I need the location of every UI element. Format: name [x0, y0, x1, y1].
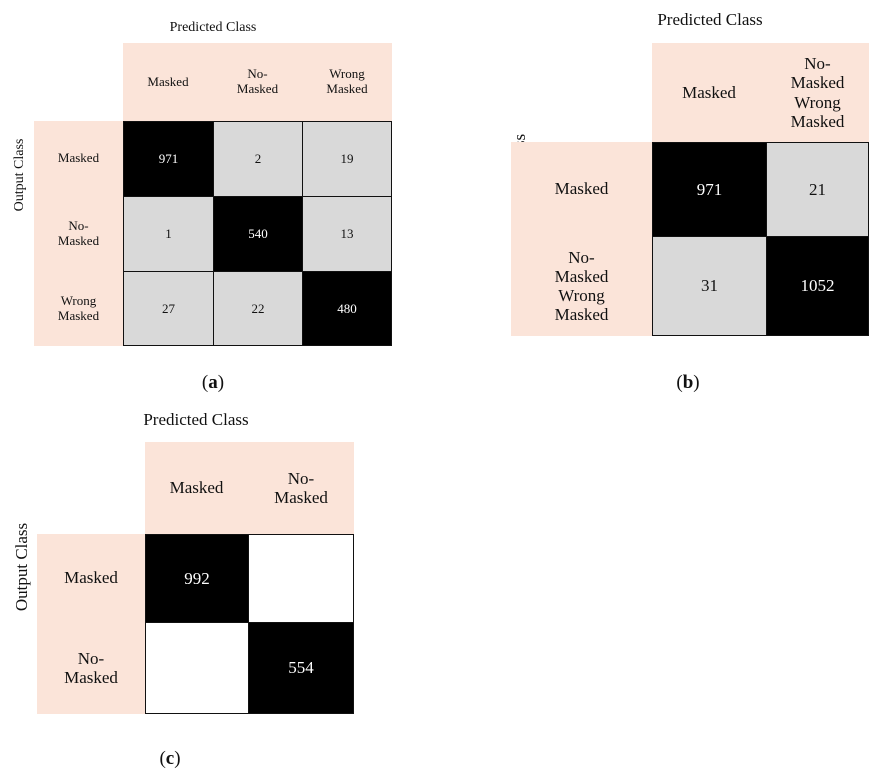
- row-header: No- Masked: [37, 622, 145, 714]
- column-header: Wrong Masked: [302, 43, 392, 121]
- chart-title: Predicted Class: [143, 410, 249, 429]
- y-axis-label: Output Class: [12, 138, 27, 212]
- matrix-cell: 554: [248, 622, 354, 714]
- matrix-cell: 19: [302, 121, 392, 197]
- matrix-cell: 21: [766, 142, 869, 237]
- panel-caption: (a): [201, 372, 225, 393]
- column-header: Masked: [145, 442, 248, 534]
- matrix-cell: 480: [302, 271, 392, 346]
- matrix-cell: 992: [145, 534, 249, 623]
- matrix-cell: 1: [123, 196, 214, 272]
- matrix-cell: [248, 534, 354, 623]
- matrix-cell: [145, 622, 249, 714]
- matrix-cell: 2: [213, 121, 303, 197]
- panel-caption: (b): [676, 372, 700, 393]
- row-header: Masked: [37, 534, 145, 622]
- column-header: No- Masked: [213, 43, 302, 121]
- column-header: No- Masked Wrong Masked: [766, 43, 869, 142]
- column-header: Masked: [652, 43, 766, 142]
- chart-title: Predicted Class: [169, 20, 257, 35]
- row-header: No- Masked Wrong Masked: [511, 236, 652, 336]
- row-header: Wrong Masked: [34, 271, 123, 346]
- row-header: No- Masked: [34, 196, 123, 271]
- column-header: No- Masked: [248, 442, 354, 534]
- matrix-cell: 31: [652, 236, 767, 336]
- chart-title: Predicted Class: [657, 10, 763, 29]
- row-header: Masked: [511, 142, 652, 236]
- panel-caption: (c): [159, 748, 181, 769]
- panel-letter: b: [682, 372, 694, 393]
- matrix-cell: 22: [213, 271, 303, 346]
- matrix-cell: 540: [213, 196, 303, 272]
- matrix-cell: 13: [302, 196, 392, 272]
- matrix-cell: 971: [123, 121, 214, 197]
- panel-letter: c: [165, 748, 175, 769]
- panel-letter: a: [208, 372, 218, 393]
- matrix-cell: 1052: [766, 236, 869, 336]
- row-header: Masked: [34, 121, 123, 196]
- matrix-cell: 971: [652, 142, 767, 237]
- matrix-cell: 27: [123, 271, 214, 346]
- y-axis-label: Output Class: [12, 522, 31, 612]
- column-header: Masked: [123, 43, 213, 121]
